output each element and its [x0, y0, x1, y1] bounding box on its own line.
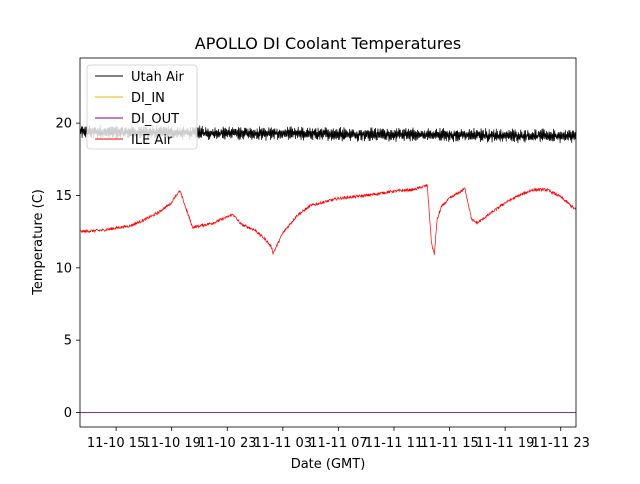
y-axis-label: Temperature (C) [31, 189, 46, 296]
y-tick-label: 20 [55, 117, 72, 132]
x-tick-label: 11-10 23 [198, 436, 256, 451]
x-tick-label: 11-10 15 [87, 436, 145, 451]
x-axis-label: Date (GMT) [291, 457, 366, 472]
x-tick-label: 11-11 07 [309, 436, 367, 451]
legend-box [86, 64, 198, 150]
y-tick-label: 15 [55, 189, 72, 204]
chart-legend: Utah Air DI_IN DI_OUT ILE Air [86, 64, 198, 150]
x-tick-label: 11-11 23 [531, 436, 589, 451]
y-tick-label: 5 [64, 334, 72, 349]
legend-label: DI_IN [131, 91, 165, 106]
x-tick-label: 11-11 19 [476, 436, 534, 451]
y-tick-label: 0 [64, 406, 72, 421]
x-tick-label: 11-11 11 [365, 436, 423, 451]
legend-label: DI_OUT [131, 112, 179, 127]
x-tick-label: 11-11 03 [254, 436, 312, 451]
y-tick-label: 10 [55, 261, 72, 276]
chart-title: APOLLO DI Coolant Temperatures [195, 34, 461, 53]
plot-frame [79, 57, 577, 428]
legend-label: Utah Air [131, 70, 184, 85]
x-tick-label: 11-10 19 [142, 436, 200, 451]
legend-label: ILE Air [131, 133, 173, 148]
x-tick-label: 11-11 15 [420, 436, 478, 451]
series-line-ile-air [79, 184, 577, 255]
